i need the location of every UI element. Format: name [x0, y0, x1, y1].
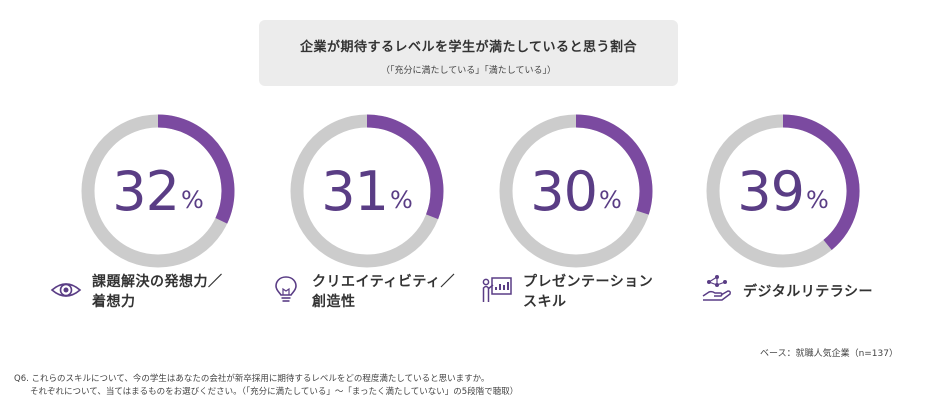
chart-subtitle: （「充分に満たしている」「満たしている」） [381, 66, 556, 76]
skill-label-line: デジタルリテラシー [743, 284, 873, 300]
skill-digital-literacy: デジタルリテラシー [701, 270, 873, 304]
skill-label: デジタルリテラシー [743, 282, 873, 302]
gauge-number: 39 [737, 159, 805, 223]
gauge-ring-3 [499, 114, 653, 268]
skill-problem-solving: 課題解決の発想力／ 着想力 [50, 272, 223, 312]
title-box: 企業が期待するレベルを学生が満たしていると思う割合 （「充分に満たしている」「満… [259, 20, 678, 86]
gauge-4: 39% [703, 111, 863, 271]
gauge-value: 31% [287, 111, 447, 271]
skill-label-line: 着想力 [92, 294, 136, 310]
gauge-value: 39% [703, 111, 863, 271]
gauge-unit: % [180, 186, 204, 214]
skill-creativity: クリエイティビティ／ 創造性 [270, 272, 455, 312]
footnote: Q6. これらのスキルについて、今の学生はあなたの会社が新卒採用に期待するレベル… [14, 373, 518, 399]
gauge-number: 31 [321, 159, 389, 223]
gauge-value: 32% [78, 111, 238, 271]
skill-label: クリエイティビティ／ 創造性 [312, 272, 455, 312]
digital-hand-icon [702, 275, 731, 301]
skill-label: 課題解決の発想力／ 着想力 [92, 272, 223, 312]
presentation-icon [482, 277, 512, 302]
gauge-arc [575, 114, 653, 215]
skill-label-line: プレゼンテーション [523, 274, 654, 290]
gauge-ring-2 [290, 114, 444, 268]
gauge-arc [782, 114, 860, 250]
gauge-2: 31% [287, 111, 447, 271]
gauge-3: 30% [496, 111, 656, 271]
gauge-ring-1 [81, 114, 235, 268]
gauge-ring-4 [706, 114, 860, 268]
gauge-unit: % [389, 186, 413, 214]
skill-presentation: プレゼンテーション スキル [481, 272, 653, 312]
gauge-number: 32 [112, 159, 180, 223]
skill-label-line: 課題解決の発想力／ [92, 274, 223, 290]
gauge-unit: % [598, 186, 622, 214]
gauge-value: 30% [496, 111, 656, 271]
gauge-unit: % [805, 186, 829, 214]
gauge-1: 32% [78, 111, 238, 271]
gauge-arc [366, 114, 444, 220]
skill-label-line: スキル [523, 294, 567, 310]
lightbulb-icon [275, 276, 297, 302]
skill-label: プレゼンテーション スキル [523, 272, 653, 312]
footnote-line: それぞれについて、当てはまるものをお選びください。（「充分に満たしている」〜「ま… [30, 387, 519, 397]
eye-icon [50, 283, 82, 297]
skill-label-line: 創造性 [312, 294, 356, 310]
chart-title: 企業が期待するレベルを学生が満たしていると思う割合 [299, 40, 638, 55]
skill-label-line: クリエイティビティ／ [312, 274, 456, 290]
footnote-line: Q6. これらのスキルについて、今の学生はあなたの会社が新卒採用に期待するレベル… [14, 374, 490, 384]
gauge-arc [157, 114, 235, 224]
base-note: ベース：就職人気企業（n=137） [760, 349, 898, 359]
gauge-number: 30 [530, 159, 598, 223]
